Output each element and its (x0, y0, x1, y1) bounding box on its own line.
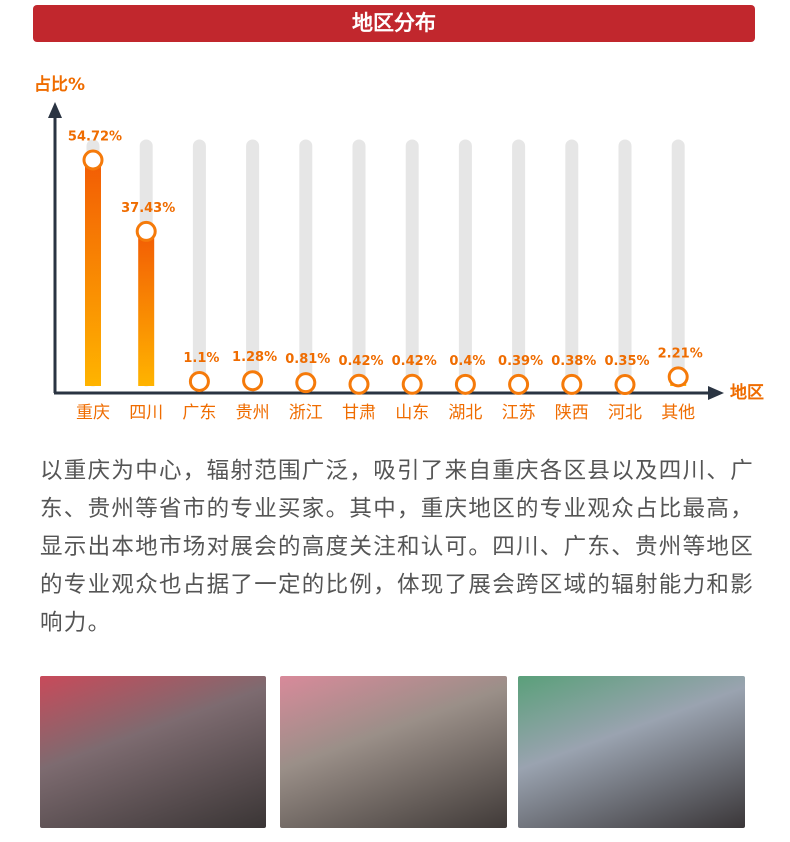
bar-marker (454, 373, 476, 395)
value-label: 0.35% (604, 354, 649, 369)
bar-marker (295, 372, 317, 394)
track (455, 136, 475, 390)
value-label: 0.39% (498, 354, 543, 369)
bar (85, 160, 101, 386)
y-arrow (48, 102, 62, 118)
track (349, 136, 369, 390)
bar-marker (188, 370, 210, 392)
x-tick-label: 四川 (129, 403, 163, 423)
bar-marker (82, 149, 104, 171)
value-label: 0.42% (338, 354, 383, 369)
y-axis-label: 占比% (34, 74, 85, 95)
value-label: 0.42% (392, 354, 437, 369)
bar-marker (242, 370, 264, 392)
bar (138, 231, 155, 386)
x-tick-label: 山东 (395, 403, 429, 423)
x-tick-label: 湖北 (448, 403, 482, 423)
track (402, 136, 422, 390)
chart: 占比% 地区 54.72% 重庆 37.43% 四川 1.1% 广东 1.28% 贵州 0.81… (34, 74, 764, 423)
x-tick-label: 贵州 (236, 403, 270, 423)
value-label: 37.43% (121, 201, 175, 216)
bar-marker (508, 373, 530, 395)
x-tick-label: 其他 (661, 403, 695, 423)
bar-marker (667, 366, 689, 388)
x-tick-label: 甘肃 (342, 403, 376, 423)
value-label: 0.81% (285, 352, 330, 367)
track (668, 136, 688, 390)
x-tick-label: 广东 (182, 403, 216, 423)
x-tick-label: 陕西 (555, 403, 589, 423)
value-label: 54.72% (68, 130, 122, 145)
description: 以重庆为中心，辐射范围广泛，吸引了来自重庆各区县以及四川、广东、贵州等省市的专业… (40, 458, 755, 636)
x-tick-label: 江苏 (502, 403, 536, 423)
value-label: 2.21% (658, 346, 703, 361)
x-arrow (708, 386, 724, 400)
track (562, 136, 582, 390)
track (296, 136, 316, 390)
value-label: 0.4% (449, 354, 485, 369)
track (615, 136, 635, 390)
x-tick-label: 重庆 (76, 403, 110, 423)
bar-marker (348, 373, 370, 395)
bar-marker (614, 374, 636, 396)
photo (518, 676, 745, 828)
value-label: 0.38% (551, 354, 596, 369)
x-tick-label: 浙江 (289, 403, 323, 423)
photo (40, 676, 266, 828)
bar-marker (135, 220, 157, 242)
value-label: 1.1% (183, 351, 219, 366)
bar-marker (561, 373, 583, 395)
x-tick-label: 河北 (608, 403, 642, 423)
value-label: 1.28% (232, 350, 277, 365)
x-axis-label: 地区 (730, 382, 764, 403)
header-title: 地区分布 (33, 5, 755, 42)
track (509, 136, 529, 390)
photo (280, 676, 507, 828)
bar-marker (401, 373, 423, 395)
